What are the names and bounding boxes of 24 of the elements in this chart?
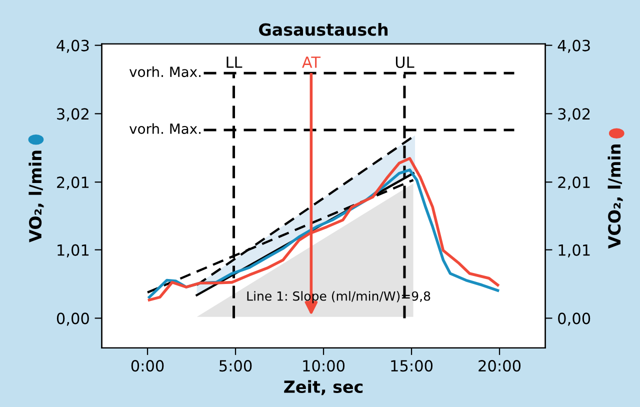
x-tick-label: 20:00 bbox=[478, 360, 521, 372]
y2-axis-title: VCO₂, l/min bbox=[608, 144, 623, 249]
y-tick-label: 1,01 bbox=[58, 244, 89, 258]
ref-line-label: LL bbox=[226, 56, 242, 68]
y2-tick-label: 2,01 bbox=[558, 176, 590, 190]
x-tick-label: 10:00 bbox=[303, 360, 345, 372]
chart-title: Gasaustausch bbox=[259, 22, 388, 36]
y-axis-title: VO₂, l/min bbox=[28, 150, 44, 242]
ref-line-label: UL bbox=[396, 56, 414, 68]
x-axis-title: Zeit, sec bbox=[284, 380, 363, 396]
ref-line-label: AT bbox=[302, 56, 321, 68]
y-tick-label: 0,00 bbox=[56, 312, 89, 326]
y2-tick-label: 0,00 bbox=[558, 312, 590, 326]
y2-tick-label: 3,02 bbox=[558, 108, 590, 122]
x-tick-label: 15:00 bbox=[391, 360, 433, 372]
ref-line-label: vorh. Max. bbox=[129, 123, 201, 134]
ref-line-label: vorh. Max. bbox=[129, 66, 201, 78]
x-tick-label: 0:00 bbox=[131, 360, 164, 372]
x-tick-label: 5:00 bbox=[220, 360, 252, 372]
y2-tick-label: 1,01 bbox=[558, 244, 590, 258]
y-tick-label: 3,02 bbox=[57, 108, 88, 122]
y-tick-label: 2,01 bbox=[57, 176, 89, 190]
y2-tick-label: 4,03 bbox=[558, 40, 590, 53]
y-tick-label: 4,03 bbox=[56, 40, 89, 53]
